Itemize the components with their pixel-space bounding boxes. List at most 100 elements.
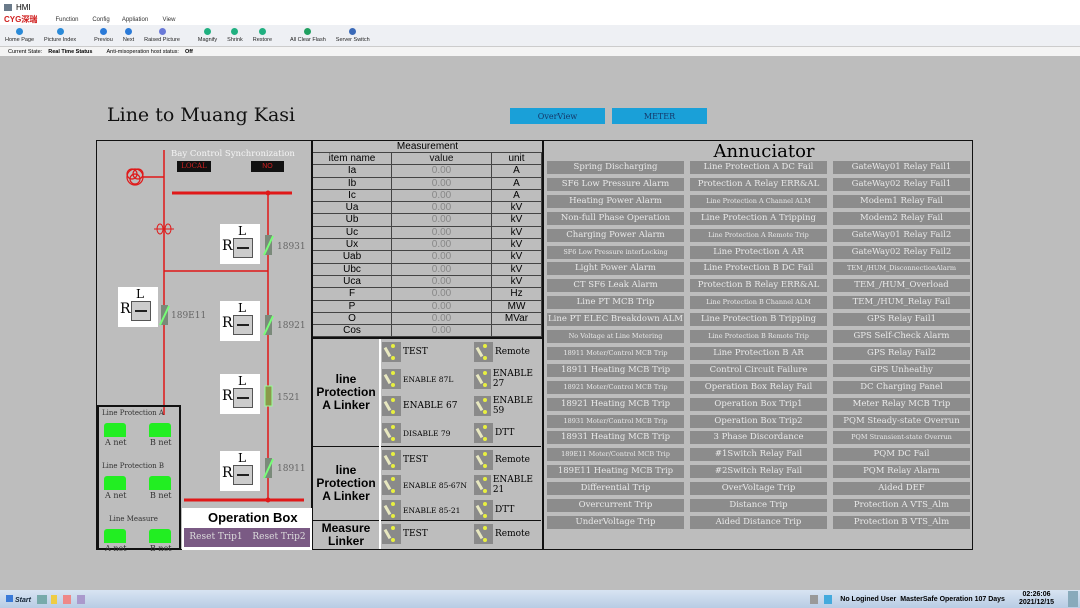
alarm-indicator[interactable]: Heating Power Alarm	[547, 194, 684, 208]
alarm-indicator[interactable]: Modem2 Relay Fail	[833, 211, 970, 225]
alarm-indicator[interactable]: Non-full Phase Operation	[547, 211, 684, 225]
toolbar-next-button[interactable]: Next	[118, 25, 139, 46]
alarm-indicator[interactable]: GateWay01 Relay Fail1	[833, 161, 970, 174]
alarm-indicator[interactable]: No Voltage at Line Metering	[547, 330, 684, 343]
linker-toggle[interactable]: Remote	[474, 342, 530, 362]
show-desktop-button[interactable]	[1068, 591, 1078, 607]
start-button[interactable]: Start	[0, 594, 37, 604]
alarm-indicator[interactable]: Line Protection A Channel ALM	[690, 194, 827, 208]
alarm-indicator[interactable]: Line PT ELEC Breakdown ALM	[547, 313, 684, 327]
alarm-indicator[interactable]: PQM Steady-state Overrun	[833, 414, 970, 428]
alarm-indicator[interactable]: Line Protection B AR	[690, 346, 827, 360]
alarm-indicator[interactable]: 18921 Heating MCB Trip	[547, 397, 684, 411]
alarm-indicator[interactable]: Operation Box Trip1	[690, 397, 827, 411]
tray-icons[interactable]	[810, 594, 841, 604]
alarm-indicator[interactable]: 18911 Moter/Control MCB Trip	[547, 346, 684, 360]
menu-config[interactable]: Config	[92, 16, 110, 23]
toolbar-server-switch-button[interactable]: Server Switch	[331, 25, 375, 46]
alarm-indicator[interactable]: Distance Trip	[690, 499, 827, 512]
alarm-indicator[interactable]: 189E11 Moter/Control MCB Trip	[547, 448, 684, 462]
linker-toggle[interactable]: Remote	[474, 450, 530, 470]
alarm-indicator[interactable]: GateWay02 Relay Fail1	[833, 177, 970, 191]
toolbar-shrink-button[interactable]: Shrink	[222, 25, 248, 46]
alarm-indicator[interactable]: PQM Stransient-state Overrun	[833, 431, 970, 445]
alarm-indicator[interactable]: Line Protection B Channel ALM	[690, 296, 827, 310]
alarm-indicator[interactable]: Modem1 Relay Fail	[833, 194, 970, 208]
alarm-indicator[interactable]: PQM DC Fail	[833, 448, 970, 462]
toolbar-restore-button[interactable]: Restore	[248, 25, 277, 46]
linker-toggle[interactable]: ENABLE 27	[474, 369, 541, 389]
linker-toggle[interactable]: TEST	[382, 524, 428, 544]
alarm-indicator[interactable]: 18931 Moter/Control MCB Trip	[547, 414, 684, 428]
alarm-indicator[interactable]: Line Protection A DC Fail	[690, 161, 827, 174]
alarm-indicator[interactable]: SF6 Low Pressure interLocking	[547, 245, 684, 259]
alarm-indicator[interactable]: #2Switch Relay Fail	[690, 465, 827, 479]
toolbar-picture-index-button[interactable]: Picture Index	[39, 25, 81, 46]
quicklaunch-icons[interactable]	[36, 594, 107, 604]
alarm-indicator[interactable]: TEM_/HUM_Overload	[833, 279, 970, 293]
alarm-indicator[interactable]: GateWay01 Relay Fail2	[833, 228, 970, 242]
alarm-indicator[interactable]: Line PT MCB Trip	[547, 296, 684, 310]
alarm-indicator[interactable]: 18931 Heating MCB Trip	[547, 431, 684, 445]
alarm-indicator[interactable]: GPS Unheathy	[833, 363, 970, 377]
linker-toggle[interactable]: ENABLE 87L	[382, 369, 453, 389]
alarm-indicator[interactable]: Control Circuit Failure	[690, 363, 827, 377]
linker-toggle[interactable]: ENABLE 21	[474, 475, 541, 495]
alarm-indicator[interactable]: Charging Power Alarm	[547, 228, 684, 242]
alarm-indicator[interactable]: Spring Discharging	[547, 161, 684, 174]
alarm-indicator[interactable]: OverVoltage Trip	[690, 482, 827, 496]
alarm-indicator[interactable]: Line Protection B Tripping	[690, 313, 827, 327]
linker-toggle[interactable]: Remote	[474, 524, 530, 544]
alarm-indicator[interactable]: TEM_/HUM_Relay Fail	[833, 296, 970, 310]
alarm-indicator[interactable]: UnderVoltage Trip	[547, 515, 684, 529]
linker-toggle[interactable]: DISABLE 79	[382, 423, 450, 443]
alarm-indicator[interactable]: Protection A VTS_Alm	[833, 499, 970, 512]
alarm-indicator[interactable]: 18911 Heating MCB Trip	[547, 363, 684, 377]
alarm-indicator[interactable]: Line Protection A Tripping	[690, 211, 827, 225]
toolbar-home-page-button[interactable]: Home Page	[0, 25, 39, 46]
linker-toggle[interactable]: ENABLE 85-67N	[382, 475, 467, 495]
toolbar-all-clear-flash-button[interactable]: All Clear Flash	[285, 25, 331, 46]
menu-view[interactable]: View	[162, 16, 176, 23]
alarm-indicator[interactable]: Operation Box Relay Fail	[690, 380, 827, 394]
alarm-indicator[interactable]: Aided Distance Trip	[690, 515, 827, 529]
linker-toggle[interactable]: ENABLE 67	[382, 396, 457, 416]
alarm-indicator[interactable]: Protection B VTS_Alm	[833, 515, 970, 529]
toolbar-previou-button[interactable]: Previou	[89, 25, 118, 46]
alarm-indicator[interactable]: 189E11 Heating MCB Trip	[547, 465, 684, 479]
alarm-indicator[interactable]: Operation Box Trip2	[690, 414, 827, 428]
alarm-indicator[interactable]: GPS Self-Check Alarm	[833, 330, 970, 343]
alarm-indicator[interactable]: Line Protection A AR	[690, 245, 827, 259]
reset-trip1-button[interactable]: Reset Trip1	[184, 528, 248, 547]
alarm-indicator[interactable]: TEM_/HUM_DisconnectionAlarm	[833, 262, 970, 276]
alarm-indicator[interactable]: Differential Trip	[547, 482, 684, 496]
alarm-indicator[interactable]: GateWay02 Relay Fail2	[833, 245, 970, 259]
overview-button[interactable]: OverView	[510, 108, 605, 124]
toolbar-magnify-button[interactable]: Magnify	[193, 25, 222, 46]
linker-toggle[interactable]: DTT	[474, 423, 514, 443]
alarm-indicator[interactable]: Meter Relay MCB Trip	[833, 397, 970, 411]
alarm-indicator[interactable]: 3 Phase Discordance	[690, 431, 827, 445]
alarm-indicator[interactable]: #1Switch Relay Fail	[690, 448, 827, 462]
linker-toggle[interactable]: TEST	[382, 450, 428, 470]
alarm-indicator[interactable]: SF6 Low Pressure Alarm	[547, 177, 684, 191]
alarm-indicator[interactable]: Line Protection B DC Fail	[690, 262, 827, 276]
alarm-indicator[interactable]: Overcurrent Trip	[547, 499, 684, 512]
alarm-indicator[interactable]: PQM Relay Alarm	[833, 465, 970, 479]
alarm-indicator[interactable]: Line Protection B Remote Trip	[690, 330, 827, 343]
toolbar-raised-picture-button[interactable]: Raised Picture	[139, 25, 185, 46]
alarm-indicator[interactable]: DC Charging Panel	[833, 380, 970, 394]
alarm-indicator[interactable]: Light Power Alarm	[547, 262, 684, 276]
reset-trip2-button[interactable]: Reset Trip2	[248, 528, 310, 547]
alarm-indicator[interactable]: 18921 Moter/Control MCB Trip	[547, 380, 684, 394]
alarm-indicator[interactable]: Protection A Relay ERR&AL	[690, 177, 827, 191]
sync-indicator[interactable]: NO	[251, 161, 284, 172]
menu-function[interactable]: Function	[55, 16, 79, 23]
alarm-indicator[interactable]: GPS Relay Fail1	[833, 313, 970, 327]
meter-button[interactable]: METER	[612, 108, 707, 124]
